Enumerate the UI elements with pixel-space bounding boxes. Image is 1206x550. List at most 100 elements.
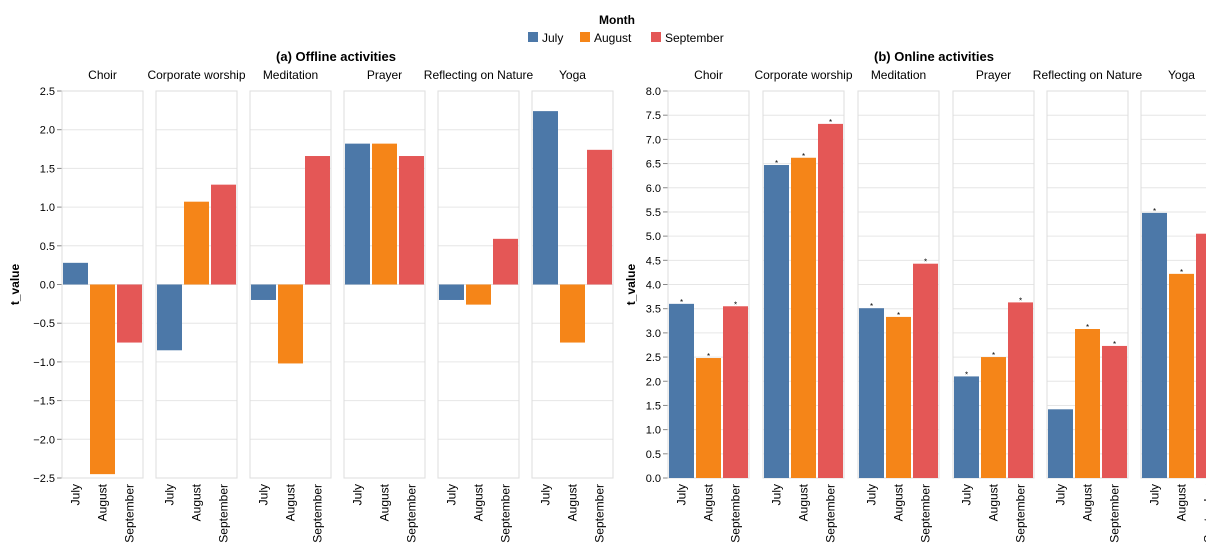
facet-label: Reflecting on Nature — [1033, 68, 1143, 82]
x-tick-label: September — [405, 484, 419, 543]
bar-august — [1169, 273, 1194, 478]
bar-august — [184, 201, 209, 285]
significance-mark: * — [829, 118, 832, 127]
significance-mark: * — [1153, 207, 1156, 216]
y-tick-label: −2.5 — [33, 473, 55, 485]
bar-july — [157, 284, 182, 351]
bar-september — [493, 238, 518, 285]
bar-august — [981, 357, 1006, 478]
y-tick-label: 6.0 — [646, 183, 661, 195]
facet-label: Meditation — [871, 68, 926, 82]
y-tick-label: 3.5 — [646, 304, 661, 316]
x-tick-label: July — [1054, 484, 1068, 505]
bar-august — [90, 284, 115, 475]
bar-september — [211, 184, 236, 285]
bar-august — [1075, 329, 1100, 478]
bar-september — [305, 156, 330, 285]
bar-august — [278, 284, 303, 364]
legend: Month July August September — [528, 13, 724, 45]
x-tick-label: September — [919, 484, 933, 543]
x-tick-label: August — [96, 483, 110, 521]
x-tick-label: July — [163, 484, 177, 505]
legend-item-july: July — [528, 31, 563, 45]
facet-corporate-worship: Corporate worship * July * August * September — [754, 68, 852, 543]
y-axis-label: t_value — [624, 263, 638, 305]
bar-september — [818, 123, 843, 479]
facet-label: Yoga — [1168, 68, 1195, 82]
y-tick-label: 4.0 — [646, 280, 661, 292]
bar-august — [372, 143, 397, 285]
facet-meditation: Meditation July August September — [249, 68, 332, 543]
legend-title: Month — [599, 13, 635, 27]
legend-swatch-august — [580, 32, 590, 42]
facet-corporate-worship: Corporate worship July August September — [147, 68, 245, 543]
bar-september — [1102, 345, 1127, 478]
x-tick-label: September — [311, 484, 325, 543]
bar-september — [913, 263, 938, 478]
facet-label: Reflecting on Nature — [424, 68, 534, 82]
x-tick-label: September — [123, 484, 137, 543]
x-tick-label: August — [378, 483, 392, 521]
bar-july — [764, 165, 789, 479]
facet-label: Meditation — [263, 68, 318, 82]
facet-reflecting-on-nature: Reflecting on Nature July August September — [424, 68, 534, 543]
y-tick-label: 0.0 — [40, 280, 55, 292]
chart-title: (b) Online activities — [874, 49, 994, 64]
x-tick-label: July — [1148, 484, 1162, 505]
facet-frame — [531, 90, 614, 479]
significance-mark: * — [1019, 296, 1022, 305]
facet-label: Choir — [694, 68, 723, 82]
y-tick-label: 1.0 — [646, 425, 661, 437]
chart-1: (b) Online activities t_value 0.0 0.5 1.0 1.5… — [624, 49, 1206, 543]
facet-frame — [343, 90, 426, 479]
y-tick-label: 6.5 — [646, 159, 661, 171]
x-tick-label: July — [351, 484, 365, 505]
facet-reflecting-on-nature: Reflecting on Nature July * August * Septembe… — [1033, 68, 1143, 543]
significance-mark: * — [924, 258, 927, 267]
facet-label: Corporate worship — [754, 68, 852, 82]
x-tick-label: July — [69, 484, 83, 505]
significance-mark: * — [802, 152, 805, 161]
x-tick-label: September — [824, 484, 838, 543]
bar-july — [251, 284, 276, 300]
x-tick-label: July — [770, 484, 784, 505]
y-tick-label: 0.0 — [646, 473, 661, 485]
significance-mark: * — [965, 370, 968, 379]
x-tick-label: August — [284, 483, 298, 521]
x-tick-label: September — [1108, 484, 1122, 543]
x-tick-label: July — [539, 484, 553, 505]
y-axis-label: t_value — [8, 263, 22, 305]
x-tick-label: August — [892, 483, 906, 521]
y-tick-label: 2.0 — [646, 376, 661, 388]
y-tick-label: 4.5 — [646, 255, 661, 267]
significance-mark: * — [1180, 268, 1183, 277]
bar-july — [63, 262, 88, 285]
y-tick-label: 8.0 — [646, 86, 661, 98]
facet-choir: Choir July August September — [61, 68, 144, 543]
bar-july — [1142, 212, 1167, 478]
y-tick-label: 7.0 — [646, 134, 661, 146]
legend-label-july: July — [542, 31, 563, 45]
y-tick-label: 7.5 — [646, 110, 661, 122]
x-tick-label: August — [566, 483, 580, 521]
legend-item-september: September — [651, 31, 724, 45]
significance-mark: * — [775, 159, 778, 168]
x-tick-label: July — [445, 484, 459, 505]
chart-title: (a) Offline activities — [276, 49, 396, 64]
facet-label: Prayer — [367, 68, 402, 82]
y-tick-label: −2.0 — [33, 434, 55, 446]
bar-august — [696, 358, 721, 478]
x-tick-label: July — [675, 484, 689, 505]
significance-mark: * — [680, 298, 683, 307]
bar-july — [954, 376, 979, 478]
y-tick-label: 1.5 — [646, 400, 661, 412]
y-tick-label: 5.5 — [646, 207, 661, 219]
bar-july — [439, 284, 464, 300]
facet-prayer: Prayer * July * August * September — [952, 68, 1035, 543]
bar-august — [886, 316, 911, 478]
bar-september — [587, 149, 612, 285]
y-tick-label: 0.5 — [40, 241, 55, 253]
x-tick-label: August — [1081, 483, 1095, 521]
facet-label: Prayer — [976, 68, 1011, 82]
